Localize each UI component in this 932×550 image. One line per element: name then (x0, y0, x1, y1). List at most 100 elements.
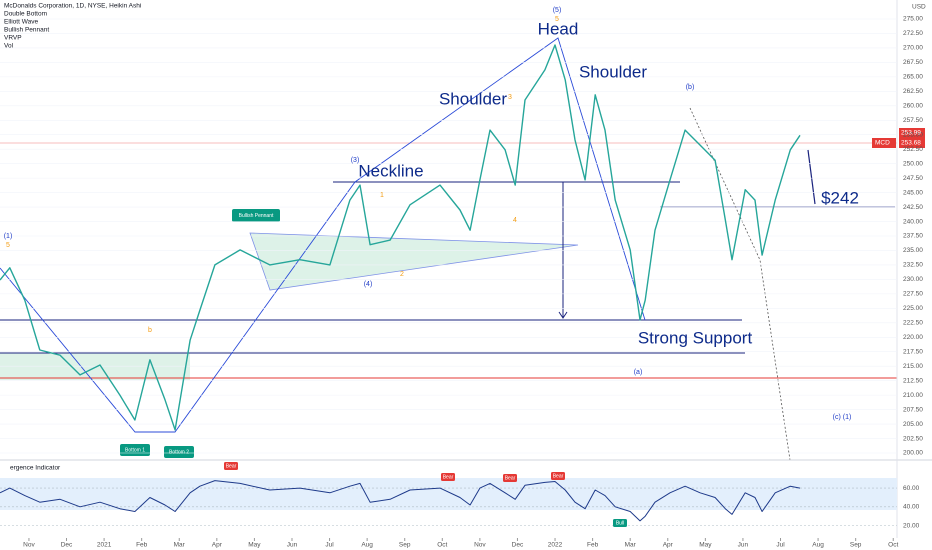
x-tick-label: Dec (61, 542, 73, 549)
y-tick-label: 260.00 (903, 103, 923, 110)
bottom-tag (164, 446, 194, 458)
x-tick-label: Nov (23, 542, 35, 549)
signal-box (503, 474, 517, 482)
signal-label: Bear (443, 474, 454, 480)
signal-label: Bear (505, 475, 516, 481)
annotation: (a) (634, 369, 643, 376)
annotation: Neckline (358, 161, 423, 180)
x-tick-label: Nov (474, 542, 486, 549)
annotation: 5 (555, 16, 559, 23)
y-tick-label: 235.00 (903, 247, 923, 254)
annotation: (3) (351, 157, 360, 164)
signal-box (551, 472, 565, 480)
y-tick-label: 267.50 (903, 59, 923, 66)
title: McDonalds Corporation, 1D, NYSE, Heikin … (4, 3, 141, 10)
y-tick-label: 40.00 (903, 504, 920, 511)
x-tick-label: 2022 (548, 542, 563, 549)
y-tick-label: 250.00 (903, 160, 923, 167)
oscillator-band (0, 478, 897, 510)
x-tick-label: Aug (812, 542, 824, 549)
y-tick-label: 262.50 (903, 88, 923, 95)
y-tick-label: 240.00 (903, 218, 923, 225)
x-tick-label: 2021 (97, 542, 112, 549)
x-tick-label: May (699, 542, 712, 549)
y-tick-label: 245.00 (903, 189, 923, 196)
signal-box (441, 473, 455, 481)
y-tick-label: 205.00 (903, 421, 923, 428)
y-tick-label: 215.00 (903, 363, 923, 370)
signal-label: Bull (616, 520, 624, 526)
y-tick-label: 222.50 (903, 320, 923, 327)
annotation: Shoulder (579, 62, 647, 81)
annotation: b (148, 327, 152, 334)
y-tick-label: 270.00 (903, 45, 923, 52)
y-tick-label: 237.50 (903, 233, 923, 240)
signal-box (613, 519, 627, 527)
y-tick-label: 255.00 (903, 131, 923, 138)
x-tick-label: Apr (212, 542, 223, 549)
indicator-name: Bullish Pennant (4, 27, 49, 34)
y-tick-label: 230.00 (903, 276, 923, 283)
symbol-tag-box (872, 138, 896, 148)
y-tick-label: 220.00 (903, 334, 923, 341)
price-tag-box (899, 138, 925, 148)
oscillator-line (0, 480, 801, 522)
x-tick-label: Sep (399, 542, 411, 549)
y-tick-label: 242.50 (903, 204, 923, 211)
y-tick-label: 210.00 (903, 392, 923, 399)
x-tick-label: Dec (512, 542, 524, 549)
indicator-name: Vol (4, 43, 14, 50)
x-tick-label: Jun (287, 542, 298, 549)
y-tick-label: 232.50 (903, 262, 923, 269)
wave-lines (0, 37, 646, 433)
y-tick-label: 275.00 (903, 16, 923, 23)
signal-box (224, 462, 238, 470)
annotation: 1 (380, 192, 384, 199)
unit: USD (912, 4, 926, 11)
x-tick-label: Jun (738, 542, 749, 549)
target-arrow (807, 149, 816, 205)
pattern-label: Bullish Pennant (239, 213, 274, 219)
x-tick-label: Oct (437, 542, 447, 549)
x-tick-label: Feb (136, 542, 148, 549)
price-tag-box (899, 128, 925, 138)
y-tick-label: 200.00 (903, 450, 923, 457)
indicator-name: Elliott Wave (4, 19, 38, 26)
x-tick-label: Feb (587, 542, 599, 549)
y-tick-label: 252.50 (903, 146, 923, 153)
oscillator-title: ergence Indicator (10, 465, 61, 472)
symbol: MCD (875, 140, 890, 147)
x-tick-label: Oct (888, 542, 898, 549)
annotation: (5) (553, 7, 562, 14)
y-tick-label: 202.50 (903, 435, 923, 442)
y-tick-label: 207.50 (903, 406, 923, 413)
y-tick-label: 272.50 (903, 30, 923, 37)
annotation: 4 (513, 217, 517, 224)
x-tick-label: Jul (776, 542, 785, 549)
signal-label: Bear (226, 463, 237, 469)
y-tick-label: 227.50 (903, 291, 923, 298)
indicator-name: Double Bottom (4, 11, 47, 18)
x-tick-label: Mar (625, 542, 637, 549)
x-tick-label: Sep (850, 542, 862, 549)
annotation: (4) (364, 281, 373, 288)
annotation: (b) (686, 84, 695, 91)
x-tick-label: Jul (325, 542, 334, 549)
x-tick-label: Aug (361, 542, 373, 549)
y-tick-label: 217.50 (903, 348, 923, 355)
signal-label: Bear (553, 473, 564, 479)
x-tick-label: Mar (174, 542, 186, 549)
y-tick-label: 247.50 (903, 175, 923, 182)
x-tick-label: May (248, 542, 261, 549)
x-tick-label: Apr (663, 542, 674, 549)
pennant-zone (249, 232, 579, 291)
y-tick-label: 225.00 (903, 305, 923, 312)
arrow-head (558, 311, 568, 319)
y-tick-label: 212.50 (903, 377, 923, 384)
y-tick-label: 257.50 (903, 117, 923, 124)
annotation: Head (538, 19, 579, 38)
y-tick-label: 265.00 (903, 74, 923, 81)
annotation: (1) (4, 233, 13, 240)
pattern-label: Bottom 1 (125, 447, 145, 453)
price-tag: 253.68 (901, 140, 921, 147)
